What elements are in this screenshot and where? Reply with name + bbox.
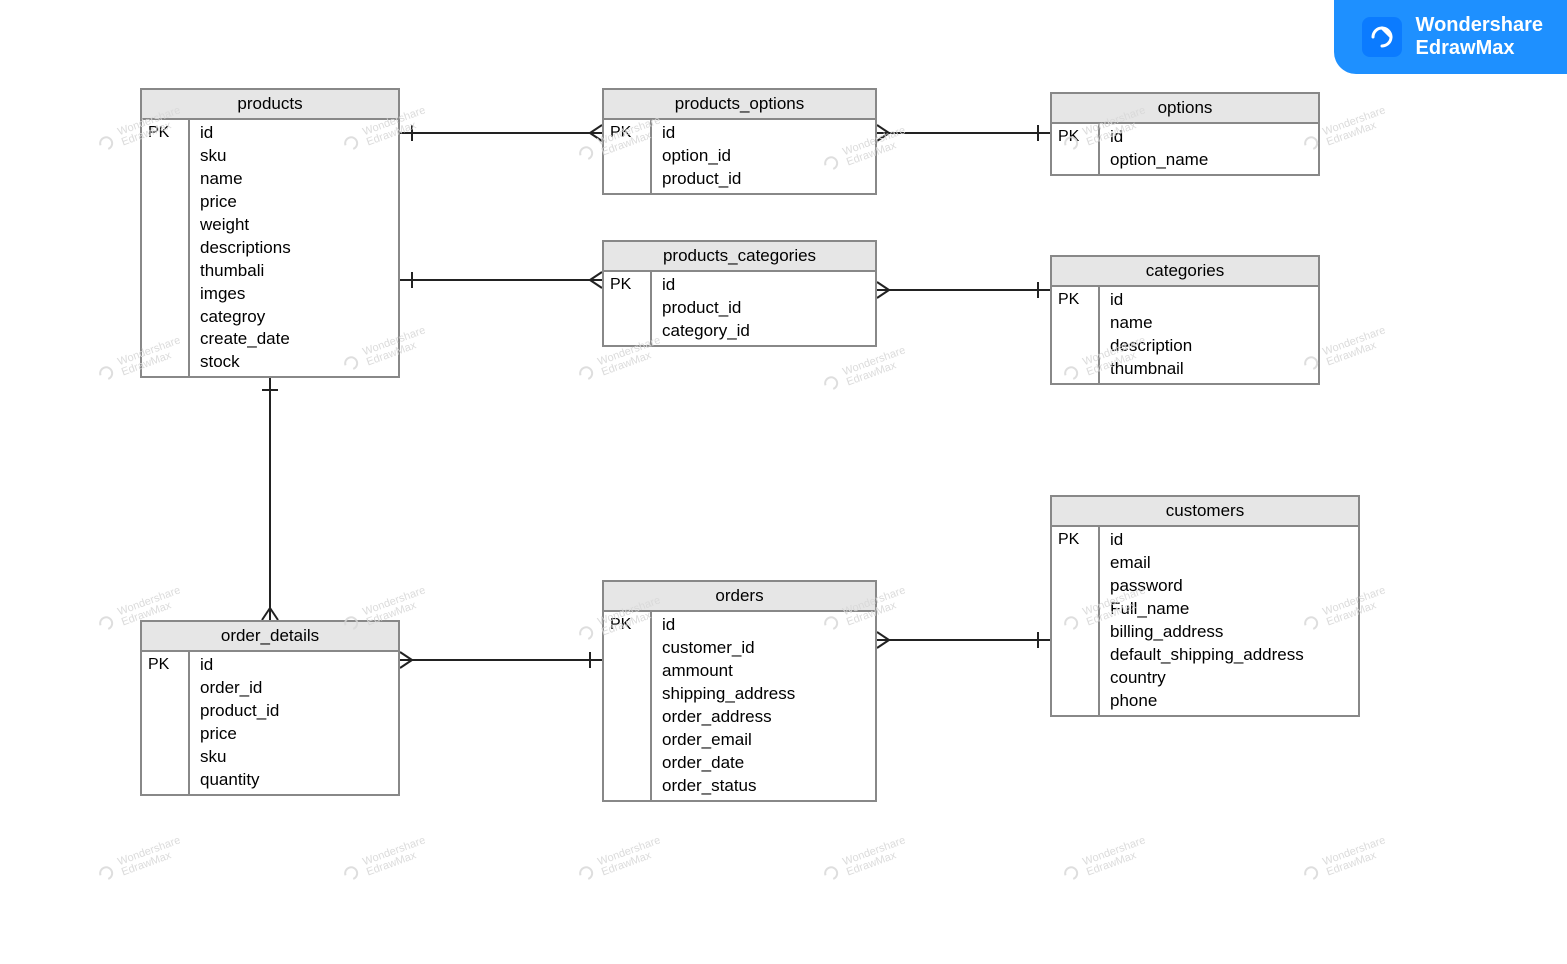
field: phone bbox=[1110, 690, 1348, 713]
field: descriptions bbox=[200, 237, 388, 260]
field: default_shipping_address bbox=[1110, 644, 1348, 667]
field: description bbox=[1110, 335, 1308, 358]
field: id bbox=[662, 122, 865, 145]
field: stock bbox=[200, 351, 388, 374]
entity-products: productsPKidskunamepriceweightdescriptio… bbox=[140, 88, 400, 378]
pk-column: PK bbox=[604, 272, 652, 345]
field: customer_id bbox=[662, 637, 865, 660]
field: ammount bbox=[662, 660, 865, 683]
field: category_id bbox=[662, 320, 865, 343]
field: id bbox=[1110, 529, 1348, 552]
field: product_id bbox=[200, 700, 388, 723]
badge-line2: EdrawMax bbox=[1416, 37, 1543, 60]
field: id bbox=[662, 614, 865, 637]
field: billing_address bbox=[1110, 621, 1348, 644]
field: imges bbox=[200, 283, 388, 306]
field: order_id bbox=[200, 677, 388, 700]
field: id bbox=[1110, 289, 1308, 312]
diagram-canvas: Wondershare EdrawMax productsPKidskuname… bbox=[0, 0, 1567, 964]
fields-column: idoption_idproduct_id bbox=[652, 120, 875, 193]
field: name bbox=[1110, 312, 1308, 335]
watermark: WondershareEdrawMax bbox=[94, 835, 186, 886]
fields-column: idnamedescriptionthumbnail bbox=[1100, 287, 1318, 383]
entity-title: customers bbox=[1052, 497, 1358, 527]
pk-column: PK bbox=[142, 652, 190, 794]
watermark: WondershareEdrawMax bbox=[339, 835, 431, 886]
fields-column: idproduct_idcategory_id bbox=[652, 272, 875, 345]
field: price bbox=[200, 723, 388, 746]
field: sku bbox=[200, 746, 388, 769]
field: Full_name bbox=[1110, 598, 1348, 621]
entity-title: products_options bbox=[604, 90, 875, 120]
watermark: WondershareEdrawMax bbox=[1059, 835, 1151, 886]
edrawmax-logo-icon bbox=[1362, 17, 1402, 57]
entity-title: categories bbox=[1052, 257, 1318, 287]
field: order_status bbox=[662, 775, 865, 798]
field: product_id bbox=[662, 297, 865, 320]
pk-column: PK bbox=[1052, 527, 1100, 715]
field: id bbox=[200, 122, 388, 145]
field: product_id bbox=[662, 168, 865, 191]
entity-order_details: order_detailsPKidorder_idproduct_idprice… bbox=[140, 620, 400, 796]
entity-title: products bbox=[142, 90, 398, 120]
pk-column: PK bbox=[604, 120, 652, 193]
field: quantity bbox=[200, 769, 388, 792]
field: country bbox=[1110, 667, 1348, 690]
fields-column: idemailpasswordFull_namebilling_addressd… bbox=[1100, 527, 1358, 715]
field: option_id bbox=[662, 145, 865, 168]
field: email bbox=[1110, 552, 1348, 575]
entity-orders: ordersPKidcustomer_idammountshipping_add… bbox=[602, 580, 877, 802]
field: categroy bbox=[200, 306, 388, 329]
pk-column: PK bbox=[1052, 124, 1100, 174]
entity-products_options: products_optionsPKidoption_idproduct_id bbox=[602, 88, 877, 195]
field: name bbox=[200, 168, 388, 191]
fields-column: idorder_idproduct_idpriceskuquantity bbox=[190, 652, 398, 794]
field: shipping_address bbox=[662, 683, 865, 706]
wondershare-badge: Wondershare EdrawMax bbox=[1334, 0, 1567, 74]
watermark: WondershareEdrawMax bbox=[1299, 835, 1391, 886]
field: thumbnail bbox=[1110, 358, 1308, 381]
entity-options: optionsPKidoption_name bbox=[1050, 92, 1320, 176]
field: thumbali bbox=[200, 260, 388, 283]
badge-line1: Wondershare bbox=[1416, 14, 1543, 37]
field: option_name bbox=[1110, 149, 1308, 172]
watermark: WondershareEdrawMax bbox=[819, 345, 911, 396]
fields-column: idskunamepriceweightdescriptionsthumbali… bbox=[190, 120, 398, 376]
fields-column: idcustomer_idammountshipping_addressorde… bbox=[652, 612, 875, 800]
field: id bbox=[662, 274, 865, 297]
entity-categories: categoriesPKidnamedescriptionthumbnail bbox=[1050, 255, 1320, 385]
pk-column: PK bbox=[604, 612, 652, 800]
entity-title: orders bbox=[604, 582, 875, 612]
field: create_date bbox=[200, 328, 388, 351]
entity-title: options bbox=[1052, 94, 1318, 124]
entity-customers: customersPKidemailpasswordFull_namebilli… bbox=[1050, 495, 1360, 717]
field: id bbox=[1110, 126, 1308, 149]
field: id bbox=[200, 654, 388, 677]
field: weight bbox=[200, 214, 388, 237]
field: order_date bbox=[662, 752, 865, 775]
field: order_address bbox=[662, 706, 865, 729]
pk-column: PK bbox=[1052, 287, 1100, 383]
field: order_email bbox=[662, 729, 865, 752]
entity-title: products_categories bbox=[604, 242, 875, 272]
entity-products_categories: products_categoriesPKidproduct_idcategor… bbox=[602, 240, 877, 347]
fields-column: idoption_name bbox=[1100, 124, 1318, 174]
entity-title: order_details bbox=[142, 622, 398, 652]
field: sku bbox=[200, 145, 388, 168]
pk-column: PK bbox=[142, 120, 190, 376]
watermark: WondershareEdrawMax bbox=[574, 835, 666, 886]
badge-text: Wondershare EdrawMax bbox=[1416, 14, 1543, 60]
watermark: WondershareEdrawMax bbox=[819, 835, 911, 886]
field: price bbox=[200, 191, 388, 214]
field: password bbox=[1110, 575, 1348, 598]
